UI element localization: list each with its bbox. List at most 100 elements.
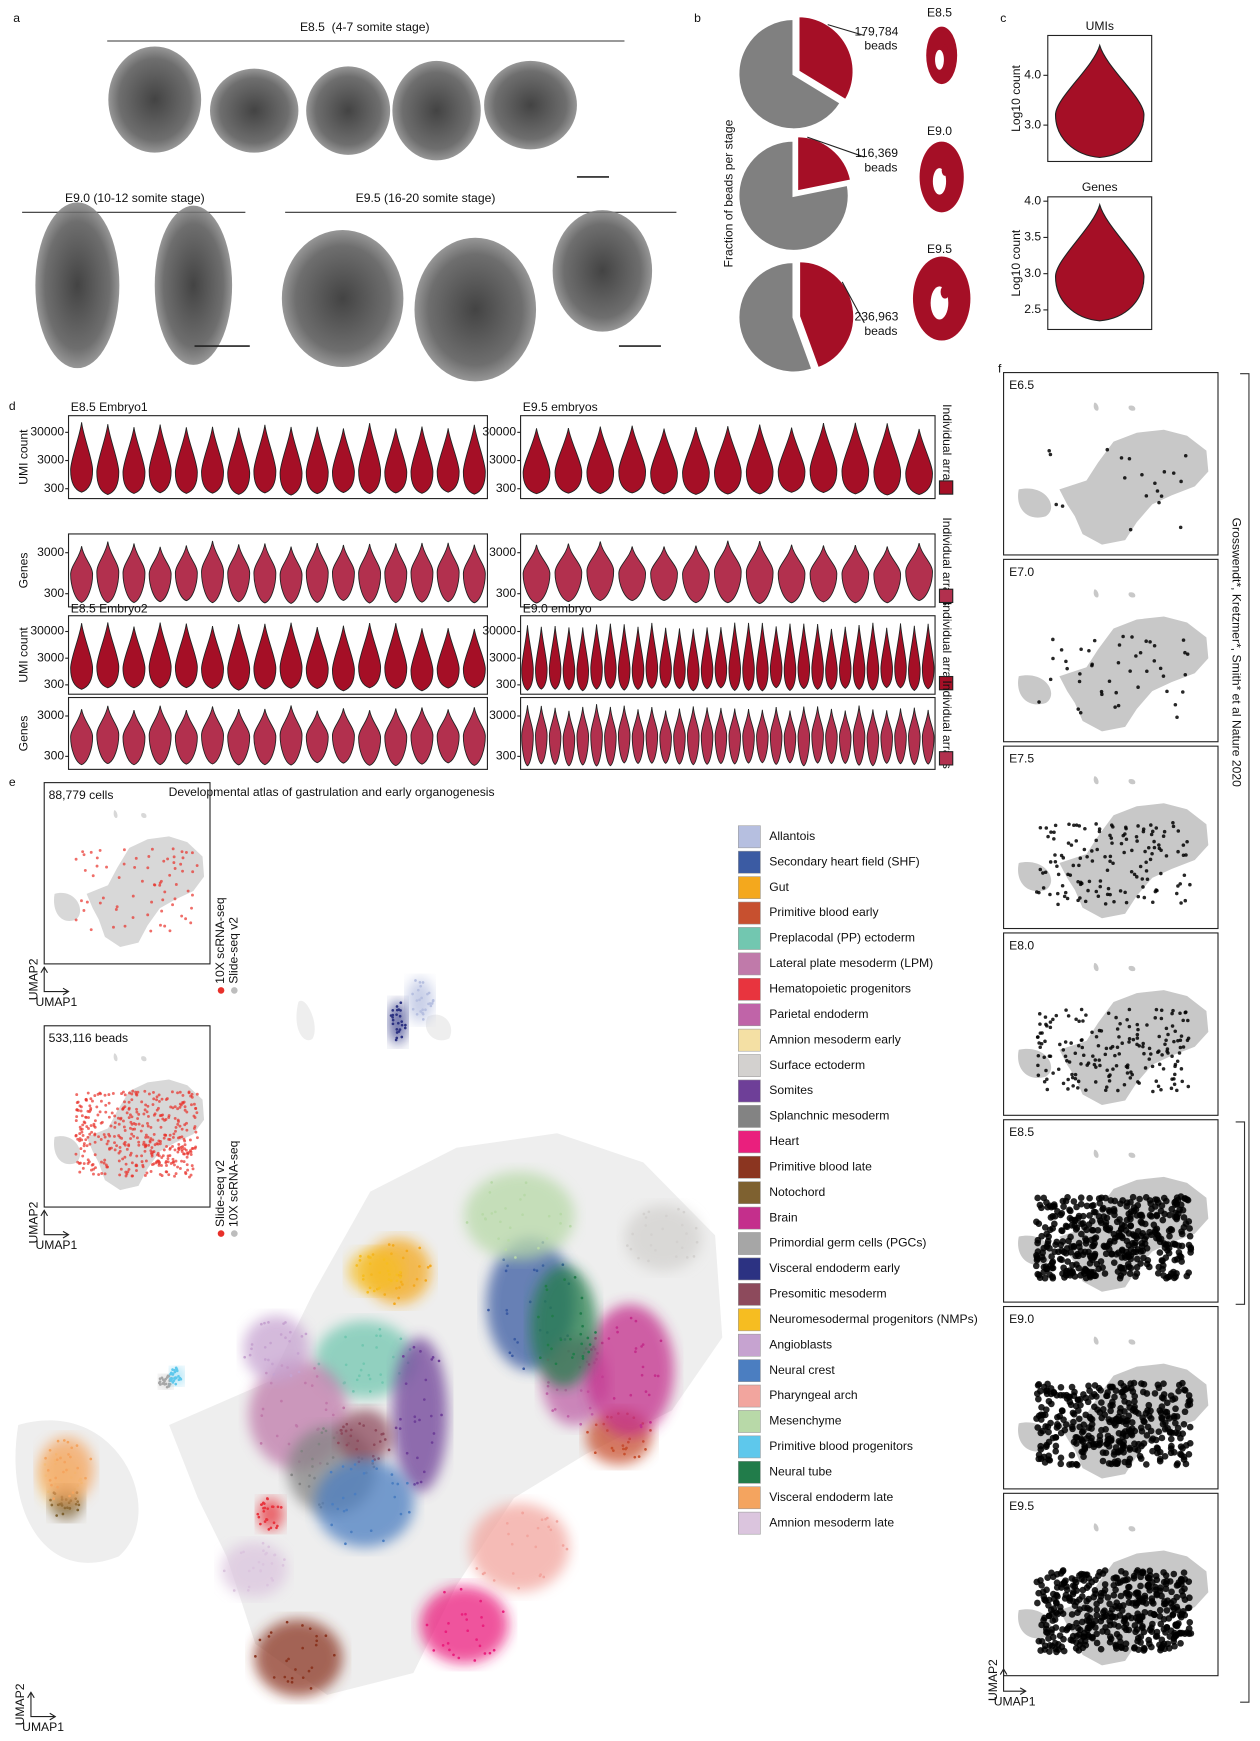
umap-point bbox=[375, 1334, 378, 1337]
umap-point bbox=[158, 1142, 162, 1146]
axis-arrow bbox=[43, 967, 69, 993]
umap-point bbox=[1145, 669, 1149, 673]
umap-point bbox=[1159, 494, 1164, 498]
umap-point bbox=[1057, 1211, 1064, 1219]
umap-point bbox=[391, 1022, 395, 1026]
stage-label: E6.5 bbox=[1009, 378, 1034, 392]
umap-point bbox=[1117, 1592, 1125, 1600]
umap-point bbox=[367, 1255, 370, 1258]
y-tick-label: 3.0 bbox=[1024, 266, 1041, 280]
violin bbox=[873, 423, 902, 496]
violin bbox=[548, 707, 562, 765]
umap-point bbox=[1179, 1034, 1184, 1038]
umap-point bbox=[191, 893, 194, 897]
umap-point bbox=[1045, 1438, 1053, 1446]
umap-point bbox=[1133, 1569, 1140, 1576]
umap-point bbox=[298, 1482, 302, 1486]
umap-point bbox=[1038, 1022, 1042, 1026]
umap-point bbox=[66, 1506, 69, 1510]
umap-point bbox=[190, 1092, 194, 1096]
umap-point bbox=[168, 1133, 172, 1137]
umap-point bbox=[540, 1518, 544, 1522]
umap-point bbox=[1188, 882, 1192, 887]
umap-point bbox=[267, 1635, 271, 1638]
umap-point bbox=[695, 1240, 699, 1244]
umap-point bbox=[1185, 652, 1190, 656]
stage-group-label: E8.5 (4-7 somite stage) bbox=[300, 20, 430, 34]
umap-point bbox=[165, 1376, 169, 1379]
umap-point bbox=[147, 855, 151, 858]
umap-point bbox=[355, 1447, 358, 1451]
umap-point bbox=[418, 980, 422, 984]
legend-label: Neuromesodermal progenitors (NMPs) bbox=[769, 1312, 977, 1326]
umap-point bbox=[1127, 1208, 1135, 1215]
umap-point bbox=[1128, 1419, 1136, 1426]
umap-point bbox=[1146, 1211, 1154, 1219]
umap-point bbox=[84, 1476, 87, 1480]
violin bbox=[700, 707, 714, 765]
umap-point bbox=[1036, 1053, 1041, 1058]
violin bbox=[174, 427, 198, 494]
umap-point bbox=[1171, 471, 1176, 475]
violin bbox=[384, 708, 408, 767]
umap-point bbox=[1142, 1051, 1146, 1056]
umap-point bbox=[78, 1125, 82, 1129]
umap-point bbox=[1077, 679, 1082, 684]
umap-point bbox=[555, 1520, 559, 1523]
umap-point bbox=[164, 1098, 168, 1101]
umap-point bbox=[505, 1521, 509, 1525]
umap-point bbox=[366, 1290, 370, 1294]
umap-point bbox=[147, 1092, 151, 1096]
umap-point bbox=[56, 1503, 60, 1507]
umap-point bbox=[269, 1631, 273, 1634]
umap-point bbox=[1068, 1451, 1076, 1459]
umap-point bbox=[1053, 859, 1058, 864]
umap-point bbox=[101, 896, 105, 900]
umap-point bbox=[1176, 1252, 1184, 1260]
umap-point bbox=[1112, 1444, 1120, 1451]
umap-point bbox=[79, 1109, 83, 1113]
violin bbox=[756, 709, 769, 764]
umap-point bbox=[177, 1120, 180, 1123]
umap-point bbox=[358, 1374, 361, 1378]
umap-point bbox=[1062, 1577, 1069, 1584]
umap-point bbox=[178, 1105, 182, 1109]
violin bbox=[866, 709, 880, 767]
umap-point bbox=[1122, 1082, 1127, 1087]
stage-frame bbox=[1003, 1305, 1219, 1490]
umap-point bbox=[183, 1105, 187, 1109]
umap-point bbox=[304, 1332, 308, 1336]
umap-point bbox=[1040, 1031, 1044, 1035]
umap-point bbox=[1038, 867, 1043, 872]
legend-swatch bbox=[738, 1206, 761, 1230]
y-tick-label: 300 bbox=[496, 677, 517, 691]
umap-point bbox=[549, 1528, 553, 1532]
umap-point bbox=[158, 1161, 161, 1164]
umap-point bbox=[142, 1140, 146, 1144]
umap-point bbox=[168, 873, 172, 877]
umap-point bbox=[301, 1646, 305, 1650]
umap-point bbox=[76, 1500, 79, 1503]
umap-point bbox=[191, 870, 195, 874]
umap-point bbox=[146, 1135, 150, 1139]
umap-point bbox=[1179, 1206, 1187, 1214]
umap-point bbox=[109, 1124, 113, 1128]
umap-point bbox=[564, 1388, 568, 1392]
umap-point bbox=[1086, 1260, 1094, 1267]
umap-point bbox=[382, 1539, 385, 1543]
umap-point bbox=[367, 1373, 371, 1377]
umap-point bbox=[179, 1377, 183, 1381]
umap-point bbox=[248, 1353, 252, 1357]
umap-point bbox=[1075, 1407, 1082, 1414]
umap-point bbox=[83, 1149, 86, 1153]
umap-point bbox=[134, 1163, 138, 1167]
count-label: 533,116 beads bbox=[49, 1031, 128, 1045]
umap-point bbox=[517, 1586, 520, 1590]
umap-point bbox=[1156, 1050, 1160, 1055]
umap-point bbox=[1060, 1647, 1068, 1655]
umap-point bbox=[257, 1515, 261, 1519]
umap-point bbox=[378, 1271, 382, 1274]
umap-cluster bbox=[624, 1204, 702, 1272]
umap-point bbox=[257, 1560, 261, 1564]
umap-point bbox=[88, 1132, 92, 1136]
